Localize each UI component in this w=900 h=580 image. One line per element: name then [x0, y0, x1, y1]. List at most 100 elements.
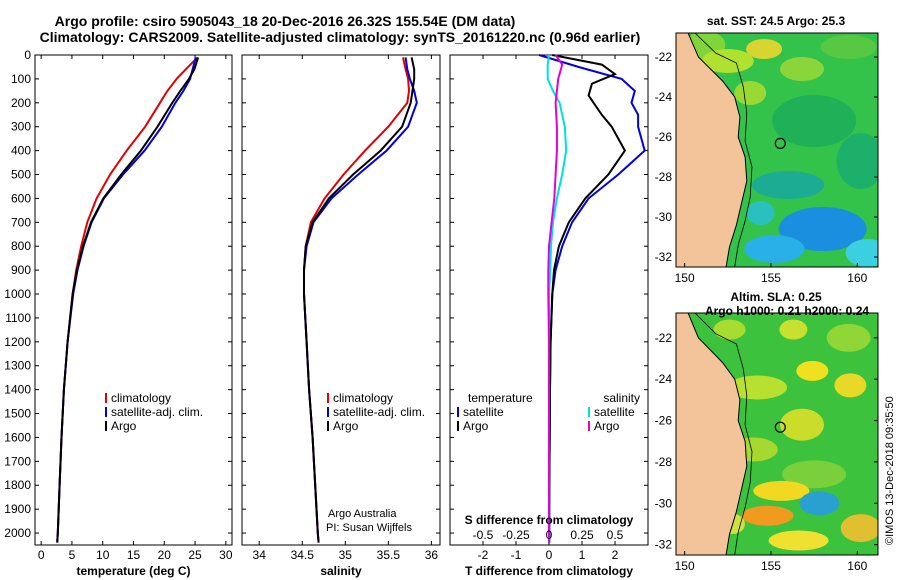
- map-field-patch: [752, 171, 825, 199]
- map-field-patch: [782, 460, 847, 489]
- salinity-panel: 34 34.5 35 35.5 36 salinity climatologysatelli…: [241, 54, 441, 578]
- sst-map-title: sat. SST: 24.5 Argo: 25.3: [707, 14, 846, 28]
- x-tick-label: 155: [761, 271, 781, 285]
- x-tick-label: 34: [253, 548, 267, 562]
- y-tick-label: 1600: [4, 430, 31, 444]
- x-tick-label: 160: [847, 559, 867, 573]
- map-field-patch: [780, 57, 825, 81]
- top-axis-label: S difference from climatology: [465, 513, 634, 527]
- sla-map-title-line-2: Argo h1000: 0.21 h2000: 0.24: [705, 304, 869, 318]
- legend-label: Argo: [463, 419, 489, 433]
- x-tick-label: 150: [675, 559, 695, 573]
- plot-frame: [34, 54, 233, 546]
- y-tick-label: -30: [655, 496, 673, 510]
- y-tick-label: 300: [11, 120, 31, 134]
- y-tick-label: 2000: [4, 526, 31, 540]
- y-tick-label: 0: [24, 48, 31, 62]
- difference-panel: -2 -1 0 1 2 T difference from climatology S di…: [449, 54, 649, 578]
- legend-label: satellite-adj. clim.: [111, 405, 203, 419]
- map-field-patch: [701, 49, 754, 73]
- map-frame: [675, 32, 879, 268]
- x-tick-label: 155: [761, 559, 781, 573]
- legend-header: temperature: [468, 391, 533, 405]
- map-field-patch: [727, 375, 788, 400]
- y-tick-label: -32: [655, 250, 673, 264]
- legend-label: climatology: [111, 391, 171, 405]
- top-tick-label: -0.25: [502, 528, 530, 542]
- legend-label: Argo: [111, 419, 137, 433]
- x-axis-label: T difference from climatology: [465, 564, 633, 578]
- bathymetry-contour: [694, 313, 753, 555]
- credit-line-2: PI: Susan Wijffels: [326, 522, 412, 534]
- x-tick-label: 5: [69, 548, 76, 562]
- map-field: [676, 313, 878, 555]
- x-tick-label: 35: [339, 548, 353, 562]
- x-tick-label: 10: [96, 548, 110, 562]
- y-tick-label: -22: [655, 331, 673, 345]
- map-field-patch: [741, 505, 794, 526]
- float-position-marker: [774, 137, 786, 149]
- temperature-panel: 0100200300400500600700800900100011001200…: [4, 48, 233, 578]
- legend-header: salinity: [603, 391, 640, 405]
- y-tick-label: 700: [11, 215, 31, 229]
- copyright-stamp: ©IMOS 13-Dec-2018 09:35:50: [884, 396, 896, 545]
- map-field-patch: [799, 491, 840, 516]
- top-tick-label: 0: [546, 528, 553, 542]
- x-tick-label: -2: [478, 548, 489, 562]
- title-line-1: Argo profile: csiro 5905043_18 20-Dec-20…: [55, 13, 516, 29]
- map-field-patch: [713, 319, 746, 340]
- y-tick-label: 1200: [4, 335, 31, 349]
- y-tick-label: 200: [11, 96, 31, 110]
- x-tick-label: 1: [579, 548, 586, 562]
- map-field-patch: [746, 201, 775, 225]
- y-tick-label: 500: [11, 168, 31, 182]
- y-tick-label: 100: [11, 72, 31, 86]
- title-line-2: Climatology: CARS2009. Satellite-adjuste…: [40, 29, 641, 45]
- credit-line-1: Argo Australia: [328, 508, 397, 520]
- y-tick-label: -24: [655, 90, 673, 104]
- legend-label: Argo: [594, 419, 620, 433]
- y-tick-label: -32: [655, 538, 673, 552]
- map-field-patch: [826, 323, 871, 352]
- y-tick-label: -24: [655, 372, 673, 386]
- y-tick-label: 900: [11, 263, 31, 277]
- map-field: [676, 33, 878, 267]
- series-line-salinity-argo: [547, 54, 564, 543]
- land-mass: [676, 313, 748, 555]
- y-tick-label: -28: [655, 455, 673, 469]
- map-field-patch: [772, 95, 857, 147]
- top-tick-label: 0.25: [570, 528, 594, 542]
- x-tick-label: 36: [425, 548, 439, 562]
- legend-label: Argo: [333, 419, 359, 433]
- x-axis-label: temperature (deg C): [76, 564, 190, 578]
- legend-label: climatology: [333, 391, 393, 405]
- x-tick-label: 34.5: [291, 548, 315, 562]
- y-tick-label: 1500: [4, 407, 31, 421]
- top-tick-label: -0.5: [473, 528, 494, 542]
- map-frame: [675, 312, 879, 556]
- bathymetry-contour: [694, 33, 753, 267]
- x-tick-label: 25: [188, 548, 202, 562]
- map-field-patch: [820, 35, 877, 59]
- x-axis-label: salinity: [320, 564, 362, 578]
- map-field-patch: [796, 360, 829, 381]
- y-tick-label: -28: [655, 170, 673, 184]
- y-tick-label: 1400: [4, 383, 31, 397]
- y-tick-label: 800: [11, 239, 31, 253]
- legend-label: satellite-adj. clim.: [333, 405, 425, 419]
- x-tick-label: 150: [675, 271, 695, 285]
- sst-map-panel: 150 155 160 -22 -24 -26 -28 -30 -32 sat. SST: 24.…: [655, 14, 879, 285]
- x-tick-label: 35.5: [377, 548, 401, 562]
- sla-map-panel: 150 155 160 -22 -24 -26 -28 -30 -32 Altim. SLA: 0…: [655, 290, 879, 573]
- y-tick-label: 1800: [4, 478, 31, 492]
- y-tick-label: -30: [655, 210, 673, 224]
- map-field-patch: [744, 235, 805, 263]
- x-tick-label: 160: [847, 271, 867, 285]
- map-field-patch: [734, 81, 767, 105]
- map-field-patch: [753, 480, 810, 501]
- y-tick-label: -26: [655, 414, 673, 428]
- plot-frame: [241, 54, 441, 546]
- y-tick-label: 1900: [4, 502, 31, 516]
- x-tick-label: 2: [612, 548, 619, 562]
